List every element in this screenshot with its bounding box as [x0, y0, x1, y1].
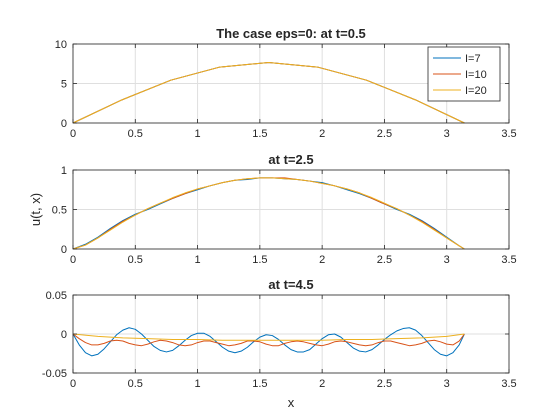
x-tick-label: 3	[444, 128, 450, 140]
x-tick-label: 1	[195, 378, 201, 390]
y-tick-label: 0.05	[46, 290, 67, 302]
y-tick-label: 10	[55, 39, 67, 51]
x-tick-label: 0	[70, 128, 76, 140]
legend: I=7 I=10 I=20	[427, 46, 501, 102]
x-tick-label: 0	[70, 254, 76, 266]
legend-label: I=7	[465, 53, 481, 65]
y-tick-label: 0	[61, 329, 67, 341]
series-line-i-10	[72, 333, 465, 347]
x-tick-label: 1.5	[252, 254, 267, 266]
x-tick-label: 2.5	[377, 128, 392, 140]
chart-title: at t=2.5	[268, 152, 313, 167]
series-line-i-7	[72, 327, 465, 357]
x-tick-label: 0.5	[128, 378, 143, 390]
legend-label: I=20	[465, 85, 487, 97]
chart-panel-1: 0 0.5 1 1.5 2 2.5 3 3.5 0 5 10 The case eps=0: at t…	[55, 26, 517, 140]
x-tick-label: 0	[70, 378, 76, 390]
x-tick-label: 3.5	[501, 128, 516, 140]
x-tick-label: 3.5	[501, 378, 516, 390]
x-tick-label: 1	[195, 128, 201, 140]
series-line-i-20	[72, 61, 465, 124]
x-tick-label: 3.5	[501, 254, 516, 266]
x-tick-label: 1.5	[252, 378, 267, 390]
x-tick-label: 2	[319, 128, 325, 140]
y-tick-label: 1	[61, 165, 67, 177]
x-axis-label: x	[288, 395, 295, 410]
x-tick-label: 0.5	[128, 128, 143, 140]
x-tick-label: 1	[195, 254, 201, 266]
y-tick-label: 0.5	[52, 205, 67, 217]
x-tick-label: 2.5	[377, 254, 392, 266]
chart-title: The case eps=0: at t=0.5	[216, 26, 366, 41]
x-tick-label: 3	[444, 254, 450, 266]
chart-title: at t=4.5	[268, 277, 313, 292]
series-line-i-20	[72, 177, 465, 250]
legend-label: I=10	[465, 69, 487, 81]
y-axis-label: u(t, x)	[28, 193, 43, 226]
chart-panel-2: 0 0.5 1 1.5 2 2.5 3 3.5 0 0.5 1 at t=2.5 u(t, x)	[28, 152, 517, 266]
x-tick-label: 0.5	[128, 254, 143, 266]
y-tick-label: 5	[61, 79, 67, 91]
x-tick-label: 3	[444, 378, 450, 390]
x-tick-label: 2.5	[377, 378, 392, 390]
x-tick-label: 2	[319, 378, 325, 390]
y-tick-label: 0	[61, 118, 67, 130]
x-tick-label: 2	[319, 254, 325, 266]
series-line-i-20	[72, 333, 465, 341]
y-tick-label: -0.05	[42, 368, 67, 380]
y-tick-label: 0	[61, 244, 67, 256]
x-tick-label: 1.5	[252, 128, 267, 140]
